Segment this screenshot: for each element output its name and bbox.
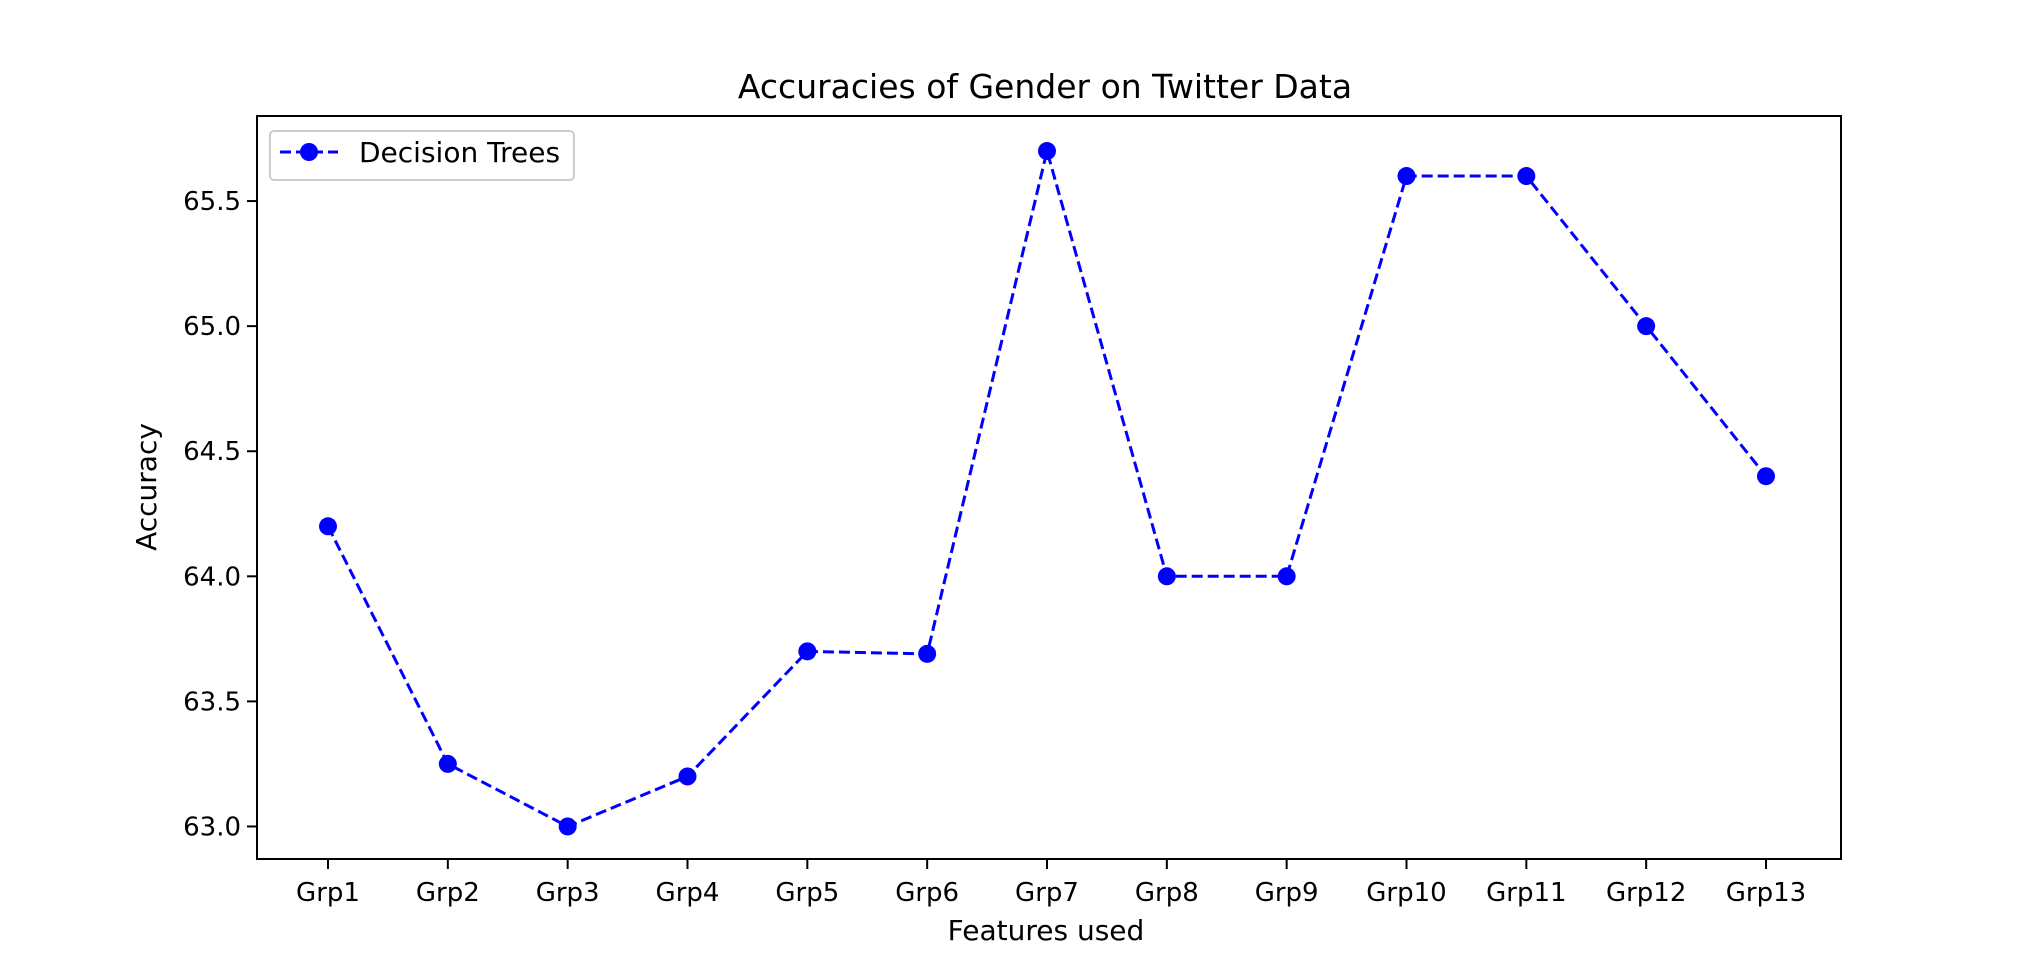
x-tick-label: Grp12 [1606,878,1686,908]
data-point [678,767,697,786]
x-axis-label: Features used [948,914,1145,947]
x-tick-label: Grp2 [416,878,480,908]
data-point [319,517,337,536]
x-tick-label: Grp9 [1255,878,1319,908]
data-point [798,642,817,661]
data-point [918,644,937,663]
data-point [1038,142,1056,161]
y-axis-ticks: 63.0 63.5 64.0 64.5 65.0 65.5 [183,187,257,842]
x-tick-label: Grp11 [1486,878,1566,908]
data-point [1277,567,1296,586]
legend-label: Decision Trees [359,136,560,169]
y-tick-label: 65.0 [183,312,241,342]
legend-marker [300,143,318,161]
x-tick-label: Grp8 [1135,878,1199,908]
x-tick-label: Grp1 [296,878,360,908]
x-tick-label: Grp5 [775,878,839,908]
data-point [1637,317,1656,336]
y-axis-label: Accuracy [130,423,163,551]
y-tick-label: 65.5 [183,187,241,217]
x-tick-label: Grp6 [895,878,959,908]
y-tick-label: 63.5 [183,687,241,717]
data-point [1757,467,1775,486]
x-tick-label: Grp7 [1015,878,1079,908]
x-tick-label: Grp10 [1366,878,1446,908]
series-layer [319,142,1775,836]
data-point [558,817,577,836]
legend: Decision Trees [269,130,575,181]
y-tick-label: 64.0 [183,562,241,592]
chart-title: Accuracies of Gender on Twitter Data [738,67,1352,106]
data-point [1157,567,1176,586]
legend-box [269,130,575,181]
data-point [438,754,457,773]
x-axis-ticks: Grp1 Grp2 Grp3 Grp4 Grp5 Grp6 Grp7 Grp8 Grp9 Grp1… [296,859,1806,908]
data-point [1397,167,1416,186]
plot-area [256,115,1842,860]
x-tick-label: Grp13 [1726,878,1806,908]
x-tick-label: Grp4 [656,878,720,908]
y-tick-label: 64.5 [183,437,241,467]
data-point [1517,167,1536,186]
x-tick-label: Grp3 [536,878,600,908]
y-tick-label: 63.0 [183,812,241,842]
